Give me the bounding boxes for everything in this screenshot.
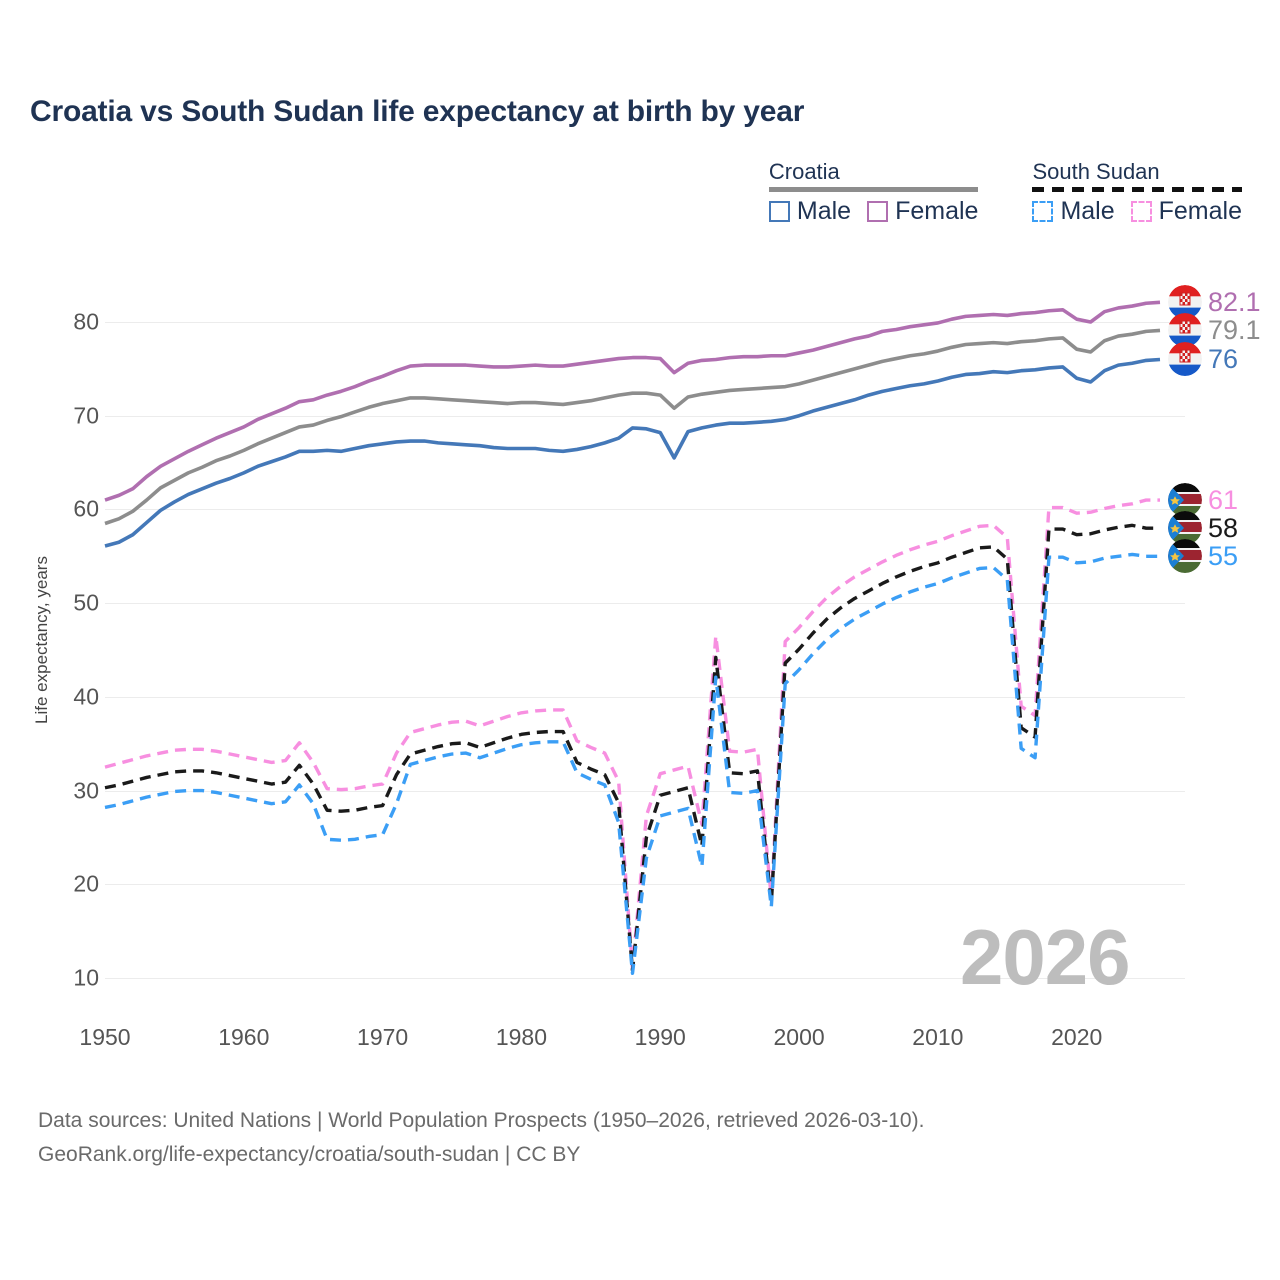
gridline-y: [105, 696, 1185, 698]
y-axis-tick-label: 20: [73, 870, 99, 897]
legend-swatch-icon-south-sudan-male: [1032, 201, 1054, 223]
legend-swatch-icon-croatia-male: [768, 201, 790, 223]
plot-area: 10 20 30 40 50 60 70 80 1950 1960 1970 1980 1990 2000…: [73, 0, 1185, 1280]
y-axis-tick-label: 70: [73, 402, 99, 429]
footer-line-2: GeoRank.org/life-expectancy/croatia/sout…: [38, 1143, 581, 1167]
x-axis-tick-label: 1960: [218, 1024, 270, 1050]
y-axis-tick-label: 50: [73, 589, 99, 616]
legend-item-south-sudan-female[interactable]: Female: [1130, 197, 1242, 226]
y-axis-tick-label: 30: [73, 777, 99, 804]
x-axis-tick-label: 2010: [912, 1024, 964, 1050]
legend-item-croatia-female[interactable]: Female: [867, 199, 978, 224]
series-end-value: 55: [1208, 540, 1239, 571]
x-axis-tick-label: 1950: [79, 1024, 131, 1050]
gridline-y: [105, 603, 1185, 605]
legend-label-croatia-male: Male: [796, 197, 852, 226]
gridline-y: [105, 322, 1185, 323]
x-axis-tick-label: 2000: [773, 1024, 825, 1050]
legend-label-south-sudan-female: Female: [1158, 197, 1242, 226]
x-axis-tick-label: 1970: [357, 1024, 409, 1050]
y-axis-tick-label: 40: [73, 683, 99, 710]
legend-country-label-croatia: Croatia: [768, 159, 840, 184]
legend-rule-croatia: [768, 187, 979, 193]
x-axis-tick-label: 1990: [634, 1024, 686, 1050]
series-end-value: 79.1: [1208, 314, 1261, 345]
croatia-flag-icon: [1168, 342, 1202, 377]
year-watermark: 2026: [960, 913, 1131, 1001]
gridline-y: [105, 978, 1185, 979]
south-sudan-flag-icon: [1168, 539, 1202, 574]
gridline-y: [105, 509, 1185, 511]
legend-swatch-icon-croatia-female: [867, 201, 889, 223]
legend-country-label-south-sudan: South Sudan: [1032, 159, 1160, 184]
gridline-y: [105, 884, 1185, 886]
x-axis-tick-label: 2020: [1051, 1024, 1103, 1050]
series-end-label: 79.1: [1168, 313, 1261, 348]
croatia-flag-icon: [1168, 313, 1202, 348]
gridline-y: [105, 790, 1185, 792]
y-axis-tick-label: 80: [73, 308, 99, 335]
y-axis-tick-label: 60: [73, 495, 99, 522]
series-end-value: 82.1: [1208, 286, 1261, 317]
legend-label-south-sudan-male: Male: [1060, 197, 1115, 226]
footer-line-1: Data sources: United Nations | World Pop…: [38, 1109, 925, 1132]
gridline-y: [105, 415, 1185, 417]
legend-item-south-sudan-male[interactable]: Male: [1032, 197, 1115, 226]
x-axis-tick-label: 1980: [495, 1024, 548, 1050]
chart-legend: Croatia Male Female South Sudan Male: [768, 159, 1242, 226]
legend-label-croatia-female: Female: [895, 197, 979, 226]
legend-item-croatia-male[interactable]: Male: [768, 197, 852, 226]
series-end-label: 76: [1168, 342, 1239, 377]
legend-group-south-sudan: South Sudan Male Female: [1032, 160, 1242, 224]
series-end-value: 58: [1208, 512, 1239, 543]
series-end-value: 76: [1208, 343, 1239, 374]
series-end-value: 61: [1208, 484, 1239, 515]
legend-group-croatia: Croatia Male Female: [768, 159, 979, 226]
legend-swatch-icon-south-sudan-female: [1130, 201, 1152, 223]
legend-rule-south-sudan: [1032, 187, 1242, 193]
y-axis-tick-label: 10: [73, 964, 99, 991]
footer-credits: Data sources: United Nations | World Pop…: [38, 1104, 924, 1172]
page-title: Croatia vs South Sudan life expectancy a…: [30, 95, 805, 128]
series-end-label: 55: [1168, 539, 1239, 574]
y-axis-title: Life expectancy, years: [32, 556, 51, 724]
